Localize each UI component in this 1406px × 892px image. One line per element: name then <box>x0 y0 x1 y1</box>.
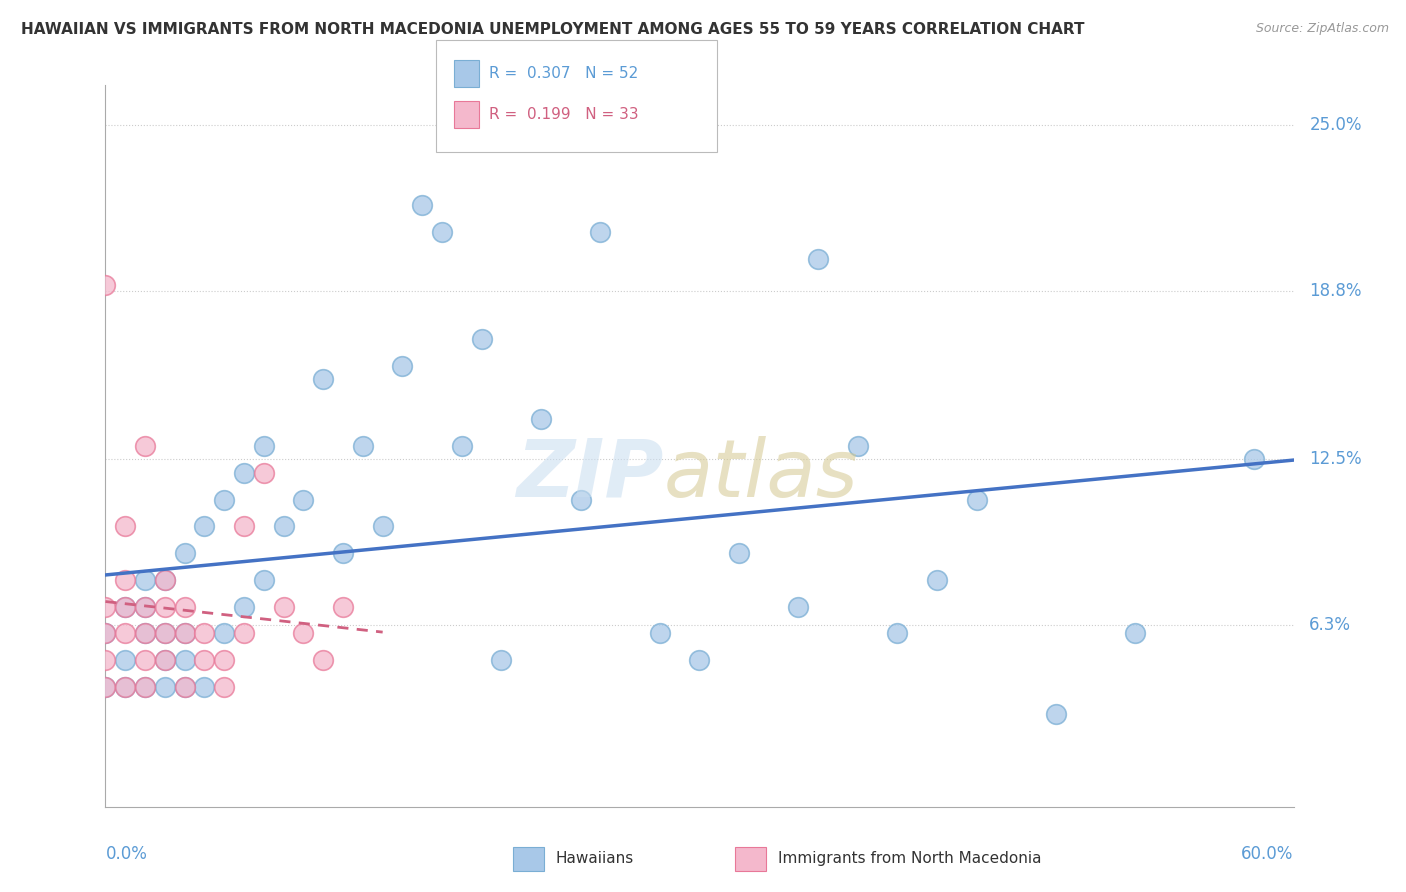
Text: 25.0%: 25.0% <box>1309 116 1362 134</box>
Text: 12.5%: 12.5% <box>1309 450 1362 468</box>
Point <box>233 519 256 533</box>
Point <box>94 599 117 614</box>
Point <box>193 626 215 640</box>
Point <box>134 599 156 614</box>
Point <box>233 599 256 614</box>
Point <box>153 680 176 694</box>
Point <box>134 653 156 667</box>
Point <box>273 519 295 533</box>
Point <box>411 198 433 212</box>
Point <box>94 680 117 694</box>
Point <box>114 599 136 614</box>
Point <box>787 599 810 614</box>
Point <box>114 653 136 667</box>
Point <box>1243 452 1265 467</box>
Point <box>273 599 295 614</box>
Point <box>807 252 830 266</box>
Text: HAWAIIAN VS IMMIGRANTS FROM NORTH MACEDONIA UNEMPLOYMENT AMONG AGES 55 TO 59 YEA: HAWAIIAN VS IMMIGRANTS FROM NORTH MACEDO… <box>21 22 1084 37</box>
Point <box>925 573 948 587</box>
Text: 6.3%: 6.3% <box>1309 616 1351 634</box>
Point <box>332 599 354 614</box>
Point <box>173 599 195 614</box>
Point <box>233 626 256 640</box>
Point <box>114 599 136 614</box>
Point <box>450 439 472 453</box>
Point <box>846 439 869 453</box>
Point <box>134 626 156 640</box>
Text: Source: ZipAtlas.com: Source: ZipAtlas.com <box>1256 22 1389 36</box>
Point <box>233 466 256 480</box>
Point <box>966 492 988 507</box>
Point <box>648 626 671 640</box>
Point <box>153 573 176 587</box>
Point <box>134 573 156 587</box>
Point <box>173 653 195 667</box>
Text: ZIP: ZIP <box>516 436 664 514</box>
Text: 18.8%: 18.8% <box>1309 282 1362 300</box>
Point <box>214 680 236 694</box>
Point <box>153 626 176 640</box>
Point <box>193 519 215 533</box>
Point <box>312 653 335 667</box>
Point <box>352 439 374 453</box>
Point <box>214 626 236 640</box>
Point <box>569 492 592 507</box>
Point <box>193 680 215 694</box>
Point <box>173 680 195 694</box>
Point <box>114 680 136 694</box>
Point <box>153 573 176 587</box>
Point <box>253 573 276 587</box>
Text: Hawaiians: Hawaiians <box>555 851 634 865</box>
Point <box>94 680 117 694</box>
Point <box>153 626 176 640</box>
Point <box>1045 706 1067 721</box>
Point <box>214 492 236 507</box>
Point <box>371 519 394 533</box>
Point <box>153 653 176 667</box>
Point <box>114 680 136 694</box>
Point <box>1123 626 1146 640</box>
Text: atlas: atlas <box>664 436 859 514</box>
Point <box>253 466 276 480</box>
Point <box>214 653 236 667</box>
Point <box>134 439 156 453</box>
Text: 60.0%: 60.0% <box>1241 845 1294 863</box>
Point <box>253 439 276 453</box>
Point <box>728 546 751 560</box>
Point <box>134 599 156 614</box>
Text: R =  0.307   N = 52: R = 0.307 N = 52 <box>489 66 638 80</box>
Point <box>292 492 315 507</box>
Point <box>430 225 453 239</box>
Point <box>530 412 553 426</box>
Point <box>94 278 117 293</box>
Point <box>471 332 494 346</box>
Text: Immigrants from North Macedonia: Immigrants from North Macedonia <box>778 851 1040 865</box>
Point <box>689 653 711 667</box>
Point <box>173 546 195 560</box>
Point <box>153 599 176 614</box>
Point <box>94 626 117 640</box>
Point <box>292 626 315 640</box>
Point <box>589 225 612 239</box>
Point <box>886 626 908 640</box>
Point <box>173 680 195 694</box>
Text: R =  0.199   N = 33: R = 0.199 N = 33 <box>489 107 638 121</box>
Point <box>94 653 117 667</box>
Point <box>114 626 136 640</box>
Point <box>391 359 413 373</box>
Point <box>491 653 513 667</box>
Point <box>134 680 156 694</box>
Point <box>312 372 335 386</box>
Text: 0.0%: 0.0% <box>105 845 148 863</box>
Point <box>153 653 176 667</box>
Point <box>173 626 195 640</box>
Point <box>114 573 136 587</box>
Point <box>193 653 215 667</box>
Point <box>114 519 136 533</box>
Point <box>173 626 195 640</box>
Point <box>134 680 156 694</box>
Point <box>332 546 354 560</box>
Point <box>94 626 117 640</box>
Point <box>134 626 156 640</box>
